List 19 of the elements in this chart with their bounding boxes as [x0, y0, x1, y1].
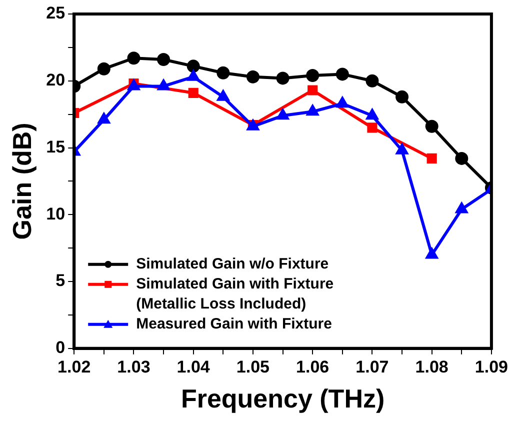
- x-tick-label: 1.04: [176, 357, 210, 376]
- y-tick-label: 10: [46, 204, 66, 224]
- legend-label: Measured Gain with Fixture: [136, 316, 332, 333]
- legend-label: Simulated Gain w/o Fixture: [136, 256, 329, 273]
- y-tick-label: 5: [56, 271, 66, 290]
- x-axis-title: Frequency (THz): [180, 384, 385, 414]
- y-axis-title: Gain (dB): [6, 122, 37, 240]
- x-tick-label: 1.03: [117, 357, 150, 376]
- y-tick-label: 20: [46, 70, 66, 90]
- x-tick-label: 1.09: [474, 357, 508, 376]
- x-tick-label: 1.06: [296, 357, 330, 376]
- y-tick-label: 15: [46, 137, 66, 156]
- legend-label: Simulated Gain with Fixture (Metallic Loss Included): [136, 276, 334, 313]
- x-tick-label: 1.07: [356, 357, 389, 376]
- y-tick-label: 0: [56, 338, 66, 358]
- x-tick-label: 1.05: [236, 357, 270, 376]
- y-tick-label: 25: [46, 4, 66, 23]
- x-tick-label: 1.02: [58, 357, 91, 376]
- x-tick-label: 1.08: [415, 357, 448, 376]
